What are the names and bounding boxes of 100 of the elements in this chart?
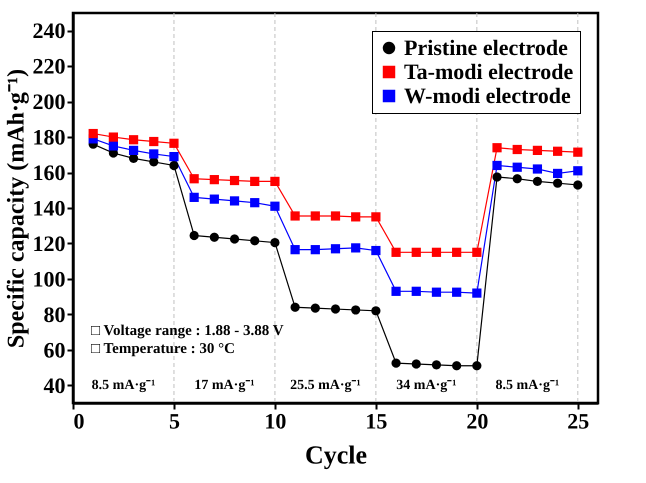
point bbox=[330, 304, 340, 314]
point bbox=[108, 132, 118, 142]
point bbox=[412, 359, 421, 369]
point bbox=[290, 245, 300, 254]
point bbox=[270, 202, 280, 211]
point bbox=[512, 162, 522, 172]
x-tick-label: 20 bbox=[466, 408, 488, 434]
point bbox=[169, 138, 179, 148]
point bbox=[290, 211, 300, 221]
point bbox=[553, 178, 562, 188]
point bbox=[351, 305, 360, 315]
x-tick-label: 15 bbox=[365, 408, 388, 434]
point bbox=[149, 157, 158, 167]
point bbox=[230, 176, 240, 186]
point bbox=[230, 196, 240, 206]
point bbox=[128, 146, 138, 155]
annotation: □ Voltage range : 1.88 - 3.88 V bbox=[91, 323, 284, 339]
point bbox=[391, 248, 401, 257]
y-tick-label: 160 bbox=[32, 160, 66, 186]
y-tick-label: 140 bbox=[32, 196, 66, 220]
point bbox=[330, 211, 340, 221]
point bbox=[512, 174, 522, 184]
point bbox=[371, 212, 380, 222]
point bbox=[108, 141, 118, 151]
point bbox=[391, 358, 401, 368]
point bbox=[432, 360, 442, 370]
point bbox=[310, 211, 320, 221]
annotation: □ Temperature : 30 °C bbox=[91, 341, 235, 357]
point bbox=[230, 234, 240, 244]
point bbox=[452, 361, 462, 370]
point bbox=[532, 146, 542, 155]
point bbox=[492, 172, 502, 182]
point bbox=[371, 246, 380, 256]
legend-label: Ta-modi electrode bbox=[404, 59, 574, 84]
point bbox=[149, 149, 158, 159]
y-tick-label: 240 bbox=[32, 18, 66, 44]
x-tick-label: 25 bbox=[567, 408, 590, 434]
point bbox=[351, 212, 360, 222]
point bbox=[310, 304, 320, 313]
point bbox=[270, 176, 280, 186]
point bbox=[412, 286, 421, 296]
y-tick-label: 120 bbox=[32, 230, 66, 256]
point bbox=[210, 232, 219, 242]
y-tick-label: 200 bbox=[32, 89, 66, 114]
point bbox=[452, 288, 462, 297]
point bbox=[391, 286, 401, 296]
y-tick-label: 80 bbox=[44, 302, 66, 327]
x-tick-label: 0 bbox=[74, 408, 84, 434]
y-tick-label: 40 bbox=[44, 372, 66, 398]
x-tick-label: 5 bbox=[168, 408, 180, 434]
point bbox=[472, 248, 482, 257]
point bbox=[310, 245, 320, 254]
point bbox=[553, 146, 562, 156]
legend-label: W-modi electrode bbox=[404, 83, 572, 108]
point bbox=[532, 176, 542, 186]
point bbox=[169, 152, 179, 162]
point bbox=[250, 236, 260, 246]
point bbox=[492, 160, 502, 170]
annotation: 8.5 mA·g⁻¹ bbox=[92, 378, 156, 393]
point bbox=[573, 180, 582, 190]
annotation: 25.5 mA·g⁻¹ bbox=[290, 378, 361, 393]
point bbox=[573, 166, 582, 176]
point bbox=[190, 174, 199, 184]
point bbox=[128, 135, 138, 144]
legend-label: Pristine electrode bbox=[404, 35, 568, 60]
point bbox=[532, 164, 542, 174]
annotation: 17 mA·g⁻¹ bbox=[194, 378, 255, 393]
point bbox=[190, 192, 199, 202]
x-tick-label: 10 bbox=[264, 408, 286, 434]
y-tick-label: 180 bbox=[32, 124, 66, 150]
point bbox=[472, 288, 482, 298]
point bbox=[412, 248, 421, 257]
y-axis-title: Specific capacity (mAh·g⁻¹) bbox=[4, 68, 30, 348]
point bbox=[149, 136, 158, 146]
point bbox=[472, 361, 482, 370]
point bbox=[432, 248, 442, 257]
point bbox=[270, 238, 280, 248]
point bbox=[512, 144, 522, 154]
point bbox=[190, 230, 199, 240]
y-tick-label: 220 bbox=[32, 54, 66, 79]
point bbox=[250, 176, 260, 186]
y-tick-label: 100 bbox=[32, 266, 66, 292]
point bbox=[250, 198, 260, 208]
point bbox=[169, 160, 179, 170]
annotation: 34 mA·g⁻¹ bbox=[396, 378, 456, 393]
point bbox=[210, 194, 219, 204]
point bbox=[553, 168, 562, 178]
point bbox=[432, 288, 442, 297]
point bbox=[290, 302, 300, 312]
point bbox=[210, 175, 219, 184]
annotation: 8.5 mA·g⁻¹ bbox=[496, 378, 560, 393]
point bbox=[371, 306, 380, 316]
point bbox=[492, 143, 502, 152]
point bbox=[573, 148, 582, 157]
point bbox=[330, 244, 340, 254]
point bbox=[88, 128, 98, 138]
point bbox=[452, 248, 462, 257]
x-axis-title: Cycle bbox=[304, 440, 368, 470]
y-tick-label: 60 bbox=[44, 337, 66, 362]
point bbox=[351, 243, 360, 252]
